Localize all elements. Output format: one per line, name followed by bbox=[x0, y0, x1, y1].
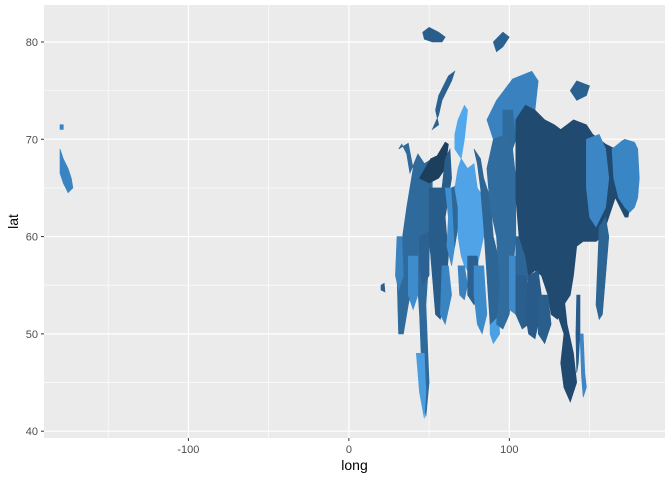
map-region bbox=[457, 265, 468, 301]
map-region bbox=[473, 265, 488, 335]
x-tick-label: 100 bbox=[500, 444, 518, 456]
map-region bbox=[415, 352, 427, 419]
map-region bbox=[59, 148, 74, 194]
map-region bbox=[557, 275, 578, 403]
map-region bbox=[595, 216, 610, 321]
map-region bbox=[407, 255, 419, 311]
y-axis: 40 50 60 70 80 bbox=[26, 37, 44, 438]
map-region bbox=[579, 333, 587, 398]
map-region bbox=[431, 70, 456, 131]
map-region bbox=[422, 27, 446, 43]
x-axis: -100 0 100 bbox=[177, 438, 519, 456]
map-region bbox=[486, 134, 517, 330]
map-region bbox=[439, 265, 452, 326]
map-region bbox=[492, 31, 510, 53]
y-tick-label: 60 bbox=[26, 232, 38, 244]
map-region bbox=[586, 134, 610, 228]
x-tick-label: -100 bbox=[177, 444, 199, 456]
map-region bbox=[380, 282, 386, 293]
map-regions bbox=[59, 27, 640, 419]
map-region bbox=[537, 294, 552, 345]
y-tick-label: 50 bbox=[26, 329, 38, 341]
map-region bbox=[59, 124, 64, 130]
x-axis-title: long bbox=[341, 457, 367, 473]
map-region bbox=[611, 138, 640, 213]
map-region bbox=[395, 236, 404, 292]
y-tick-label: 80 bbox=[26, 37, 38, 49]
map-region bbox=[525, 270, 542, 340]
map-region bbox=[419, 141, 449, 184]
y-tick-label: 40 bbox=[26, 426, 38, 438]
x-tick-label: 0 bbox=[346, 444, 352, 456]
map-region bbox=[419, 231, 430, 287]
y-tick-label: 70 bbox=[26, 134, 38, 146]
map-region bbox=[569, 80, 590, 101]
map-region bbox=[575, 294, 581, 373]
map-region bbox=[454, 104, 468, 160]
y-axis-title: lat bbox=[5, 214, 21, 229]
